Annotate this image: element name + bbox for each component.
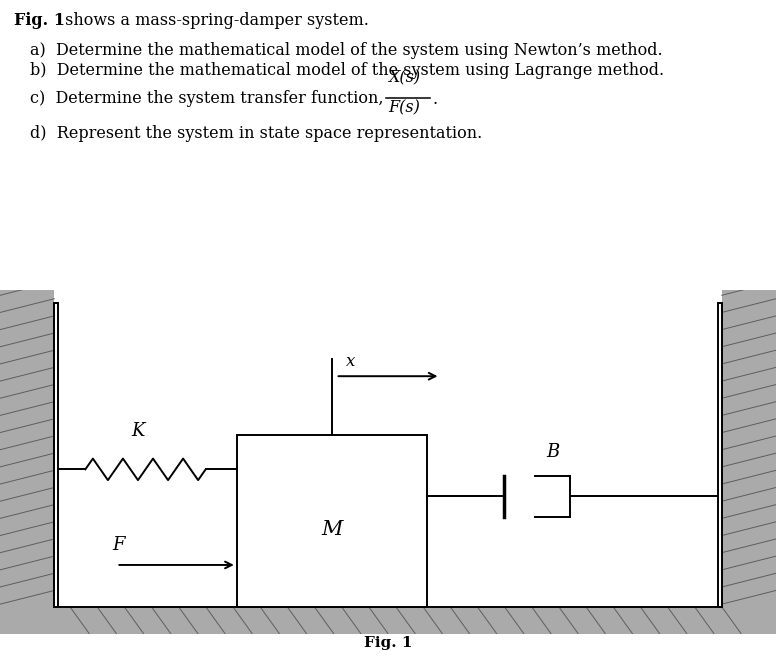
Text: a)  Determine the mathematical model of the system using Newton’s method.: a) Determine the mathematical model of t…: [30, 42, 663, 59]
Text: M: M: [321, 520, 342, 539]
Text: .: .: [433, 91, 438, 108]
Text: B: B: [546, 443, 559, 461]
Text: d)  Represent the system in state space representation.: d) Represent the system in state space r…: [30, 125, 482, 142]
Bar: [718, 303, 722, 607]
Text: Fig. 1: Fig. 1: [364, 636, 412, 650]
Bar: [237, 435, 427, 607]
Text: X(s): X(s): [388, 69, 420, 86]
Text: F(s): F(s): [388, 99, 420, 116]
Text: K: K: [131, 422, 144, 440]
Text: x: x: [346, 353, 355, 370]
Text: Fig. 1: Fig. 1: [14, 12, 65, 29]
Bar: [0, 290, 54, 634]
Bar: [54, 303, 58, 607]
Bar: [0, 607, 776, 634]
Text: b)  Determine the mathematical model of the system using Lagrange method.: b) Determine the mathematical model of t…: [30, 62, 664, 79]
Text: shows a mass-spring-damper system.: shows a mass-spring-damper system.: [60, 12, 369, 29]
Text: c)  Determine the system transfer function,: c) Determine the system transfer functio…: [30, 90, 383, 107]
Bar: [722, 290, 776, 634]
Text: F: F: [113, 536, 125, 554]
